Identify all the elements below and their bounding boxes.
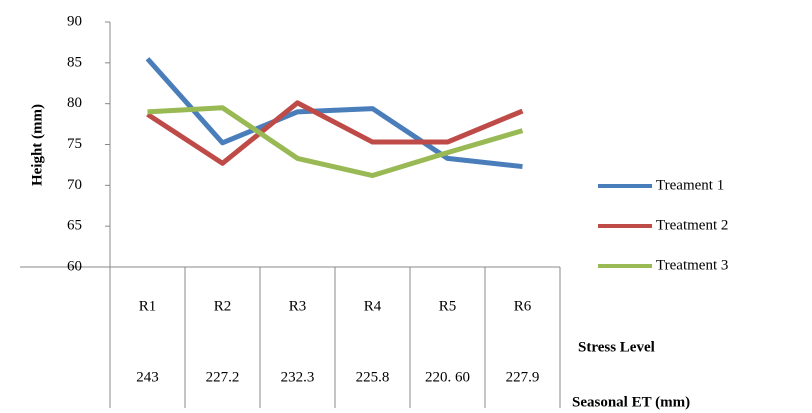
table-cell: 227.9 [506, 369, 540, 385]
table-cell: 243 [136, 369, 159, 385]
legend-label: Treatment 2 [656, 217, 728, 233]
y-axis-label: Height (mm) [29, 104, 45, 186]
table-cell: 227.2 [206, 369, 240, 385]
x-tick-label: R5 [439, 298, 457, 314]
x-tick-label: R4 [364, 298, 382, 314]
y-tick-label: 80 [67, 95, 82, 111]
series-line [145, 57, 523, 170]
table-cell: 225.8 [356, 369, 390, 385]
y-tick-label: 85 [67, 54, 82, 70]
table-cell: 220. 60 [425, 369, 470, 385]
x-tick-label: R1 [139, 298, 157, 314]
y-tick-label: 60 [67, 258, 82, 274]
x-tick-label: R2 [214, 298, 232, 314]
y-tick-label: 70 [67, 177, 82, 193]
x-tick-label: R6 [514, 298, 532, 314]
x-tick-label: R3 [289, 298, 307, 314]
y-tick-label: 75 [67, 136, 82, 152]
row-label: Stress Level [578, 339, 655, 355]
y-tick-label: 90 [67, 13, 82, 29]
series-line [147, 105, 524, 179]
row-label: Seasonal ET (mm) [572, 394, 690, 410]
legend-label: Treament 1 [656, 177, 724, 193]
legend-label: Treatment 3 [656, 257, 728, 273]
table-cell: 232.3 [281, 369, 315, 385]
y-tick-label: 65 [67, 218, 82, 234]
series-line [146, 100, 524, 166]
